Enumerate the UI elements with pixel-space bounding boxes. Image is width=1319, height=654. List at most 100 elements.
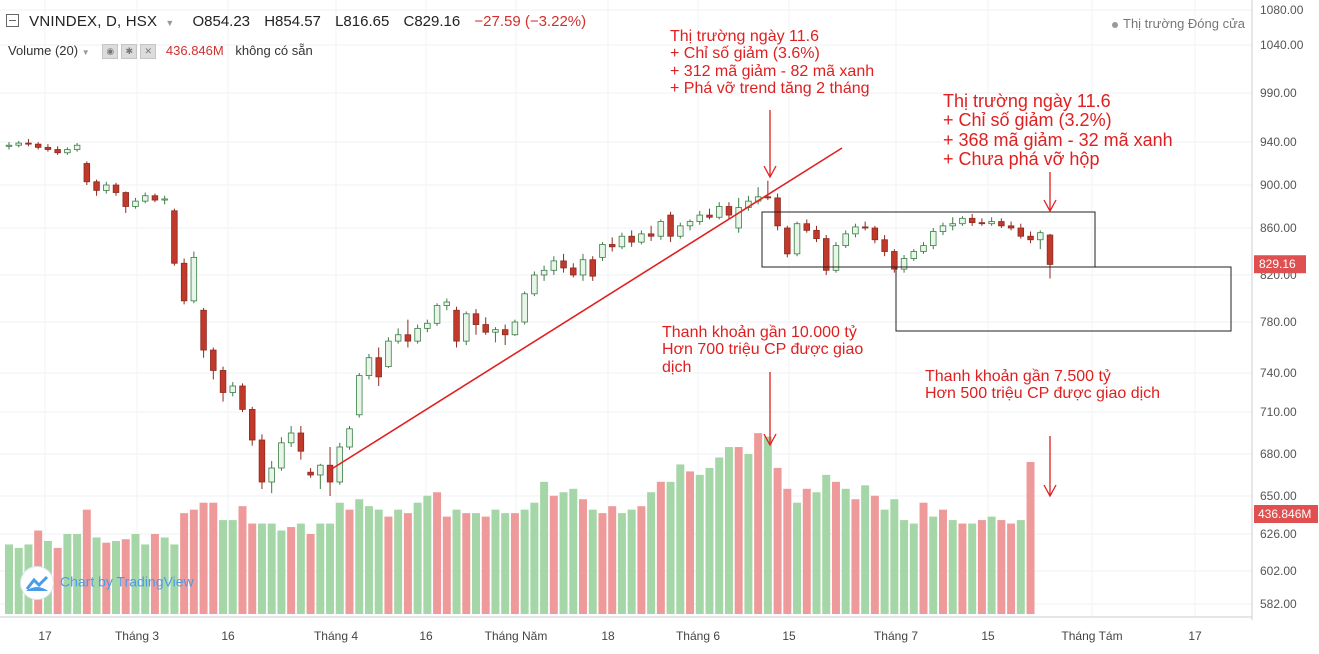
price-tick-label: 780.00 bbox=[1260, 315, 1297, 329]
range-box[interactable] bbox=[761, 211, 1096, 268]
volume-bar bbox=[63, 534, 72, 614]
candle-body bbox=[998, 221, 1005, 227]
candle-body bbox=[706, 214, 713, 218]
candle bbox=[968, 214, 976, 226]
candle bbox=[180, 258, 188, 305]
price-tick-label: 990.00 bbox=[1260, 86, 1297, 100]
candle-body bbox=[1037, 232, 1044, 241]
volume-bar bbox=[909, 523, 918, 614]
candle-body bbox=[326, 464, 334, 483]
volume-bar bbox=[822, 474, 831, 614]
candle bbox=[696, 210, 703, 225]
chevron-down-icon[interactable]: ▼ bbox=[81, 48, 90, 57]
candle-body bbox=[190, 256, 198, 302]
volume-bar bbox=[462, 513, 471, 614]
volume-bar bbox=[384, 516, 393, 614]
candle bbox=[297, 426, 305, 460]
volume-bar bbox=[880, 509, 889, 614]
candle-body bbox=[54, 149, 61, 154]
price-axis[interactable]: 1080.00 1040.00 990.00 940.00 900.00 860.00 82… bbox=[0, 0, 1318, 620]
volume-bar bbox=[170, 544, 179, 614]
candle bbox=[579, 253, 587, 281]
chevron-down-icon[interactable]: ▼ bbox=[165, 18, 175, 28]
volume-bar bbox=[754, 433, 763, 614]
annotation-3: Thanh khoản gần 10.000 tỷ Hơn 700 triệu … bbox=[662, 324, 864, 376]
candle-body bbox=[463, 313, 470, 342]
candle-body bbox=[375, 357, 382, 378]
candle-body bbox=[385, 340, 392, 368]
candle-body bbox=[492, 329, 499, 333]
candle bbox=[1007, 221, 1015, 231]
volume-bar bbox=[131, 534, 140, 614]
candle-body bbox=[540, 269, 548, 276]
candle-body bbox=[317, 464, 324, 476]
volume-bar bbox=[277, 530, 286, 614]
volume-bar bbox=[326, 523, 335, 614]
symbol-name[interactable]: VNINDEX, D, HSX bbox=[29, 13, 158, 30]
volume-bar bbox=[433, 492, 442, 614]
volume-bar bbox=[219, 520, 228, 614]
last-price-label: 829.16 bbox=[1259, 257, 1296, 271]
candle bbox=[501, 324, 509, 345]
volume-bar bbox=[403, 513, 412, 614]
close-icon[interactable]: ✕ bbox=[140, 44, 157, 60]
candle bbox=[628, 230, 635, 247]
candle bbox=[210, 347, 217, 380]
tradingview-watermark[interactable]: Chart by TradingView bbox=[20, 566, 194, 600]
time-tick-label: Tháng 7 bbox=[874, 629, 918, 643]
candle-body bbox=[842, 233, 849, 247]
target-box[interactable] bbox=[895, 266, 1232, 332]
candle-body bbox=[414, 327, 421, 342]
price-tick-label: 900.00 bbox=[1260, 178, 1297, 192]
volume-bar bbox=[141, 544, 150, 614]
gear-icon[interactable]: ✱ bbox=[121, 44, 138, 60]
candle-body bbox=[433, 305, 441, 324]
volume-bar bbox=[335, 502, 344, 614]
candle-body bbox=[239, 385, 246, 410]
candle bbox=[599, 242, 606, 261]
volume-bar bbox=[374, 509, 383, 614]
candle bbox=[813, 225, 820, 243]
time-tick-label: Tháng 6 bbox=[676, 629, 720, 643]
volume-bar bbox=[73, 534, 82, 614]
volume-bar bbox=[841, 488, 850, 614]
price-tick-label: 1080.00 bbox=[1260, 3, 1304, 17]
candle bbox=[1017, 223, 1025, 239]
candle bbox=[930, 228, 937, 250]
candle bbox=[1046, 233, 1054, 279]
candle-body bbox=[83, 163, 91, 183]
volume-bar bbox=[637, 506, 646, 614]
eye-icon[interactable]: ◉ bbox=[102, 44, 119, 60]
candle bbox=[793, 221, 801, 257]
trend-line[interactable] bbox=[329, 147, 843, 471]
candle bbox=[239, 383, 246, 412]
volume-bar bbox=[705, 467, 714, 614]
candle-body bbox=[511, 321, 519, 336]
volume-bar bbox=[559, 492, 568, 614]
candle-body bbox=[891, 251, 898, 270]
volume-bar bbox=[540, 481, 549, 614]
candle bbox=[112, 182, 120, 196]
volume-bar bbox=[1026, 462, 1035, 614]
price-tick-label: 710.00 bbox=[1260, 405, 1297, 419]
volume-bar bbox=[929, 516, 938, 614]
time-axis[interactable]: 17 Tháng 3 16 Tháng 4 16 Tháng Năm 18 Tháng 6 15… bbox=[38, 629, 1202, 643]
candle bbox=[550, 256, 558, 275]
close-value: C829.16 bbox=[403, 13, 461, 30]
candle bbox=[764, 180, 772, 201]
volume-bar bbox=[510, 513, 519, 614]
volume-bar bbox=[734, 447, 743, 614]
volume-label[interactable]: Volume (20) bbox=[8, 43, 79, 58]
candle bbox=[414, 324, 421, 344]
candle bbox=[5, 142, 13, 150]
volume-bar bbox=[783, 488, 792, 614]
candle-body bbox=[939, 225, 947, 232]
candle-body bbox=[570, 267, 577, 276]
candle bbox=[842, 230, 849, 248]
volume-bar bbox=[413, 502, 422, 614]
collapse-icon[interactable] bbox=[6, 14, 19, 27]
candle bbox=[677, 222, 684, 239]
volume-bar bbox=[997, 520, 1006, 614]
volume-bar bbox=[501, 513, 510, 614]
